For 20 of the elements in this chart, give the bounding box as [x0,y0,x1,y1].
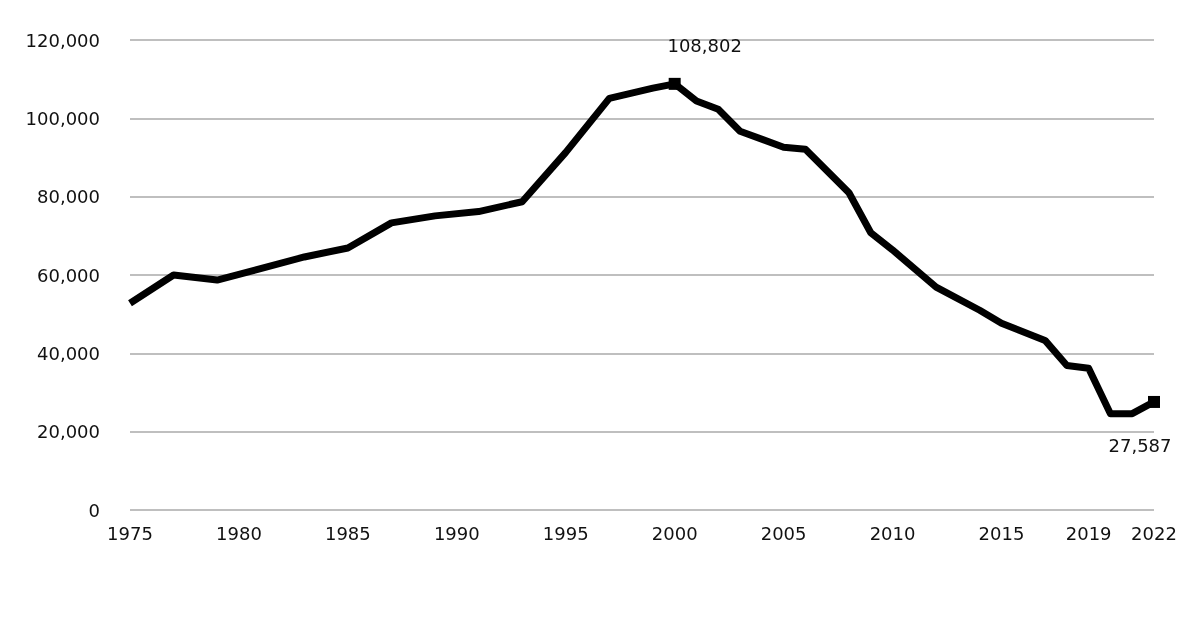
x-tick-label: 1995 [542,522,589,544]
annotation: 27,587 [1108,435,1172,457]
y-tick-label: 100,000 [25,107,100,129]
y-tick-label: 60,000 [37,264,100,286]
annotation: 108,802 [667,35,742,57]
x-tick-label: 2022 [1131,522,1177,544]
x-tick-label: 2010 [869,522,916,544]
x-tick-label: 1985 [324,522,371,544]
y-tick-label: 20,000 [37,421,100,443]
x-tick-label: 1975 [107,522,153,544]
y-tick-label: 0 [88,499,100,521]
x-tick-label: 2019 [1065,522,1112,544]
x-tick-label: 1980 [216,522,262,544]
x-tick-label: 2015 [978,522,1025,544]
y-tick-label: 80,000 [37,186,100,208]
x-tick-label: 2005 [760,522,807,544]
x-tick-label: 1990 [433,522,480,544]
y-tick-label: 120,000 [25,29,100,51]
x-tick-label: 2000 [651,522,698,544]
y-tick-label: 40,000 [37,342,100,364]
